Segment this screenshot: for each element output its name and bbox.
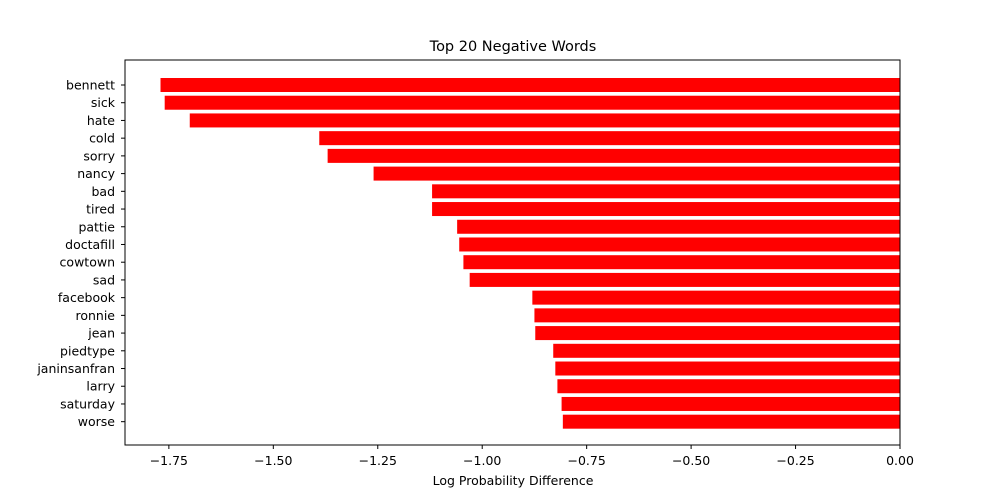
y-tick-label: pattie	[78, 219, 115, 234]
x-tick-label: −0.75	[568, 453, 606, 468]
x-tick-label: −1.25	[359, 453, 397, 468]
y-tick-label: cold	[89, 131, 115, 146]
bars-group	[160, 78, 901, 429]
y-tick-label: larry	[86, 379, 115, 394]
bar-sad	[469, 272, 900, 287]
bar-facebook	[532, 290, 900, 305]
plot-frame	[124, 59, 901, 446]
y-tick-label: hate	[87, 113, 115, 128]
x-tick-label: −1.50	[254, 453, 292, 468]
bar-ronnie	[534, 308, 900, 323]
chart-title: Top 20 Negative Words	[429, 39, 597, 55]
y-tick-label: cowtown	[60, 255, 115, 270]
bar-pattie	[457, 219, 900, 234]
y-tick-label: bennett	[66, 78, 115, 93]
bar-doctafill	[459, 237, 900, 252]
y-tick-label: sick	[91, 95, 116, 110]
bar-cowtown	[463, 255, 900, 270]
y-tick-label: doctafill	[65, 237, 115, 252]
x-axis-label: Log Probability Difference	[433, 473, 594, 488]
x-tick-label: 0.00	[886, 453, 914, 468]
y-tick-label: bad	[91, 184, 115, 199]
bar-hate	[189, 113, 900, 128]
y-tick-label: nancy	[77, 166, 115, 181]
bar-nancy	[373, 166, 900, 181]
y-tick-label: janinsanfran	[36, 361, 115, 376]
y-tick-label: sad	[93, 272, 115, 287]
y-tick-label: facebook	[58, 290, 116, 305]
y-tick-label: tired	[86, 202, 115, 217]
y-tick-label: worse	[78, 414, 116, 429]
bar-saturday	[561, 396, 900, 411]
bar-piedtype	[553, 343, 900, 358]
bar-bennett	[160, 78, 900, 92]
y-tick-label: saturday	[60, 396, 116, 411]
y-tick-label: piedtype	[60, 343, 115, 358]
x-tick-label: −1.75	[150, 453, 188, 468]
bar-worse	[562, 414, 900, 429]
y-tick-label: jean	[87, 326, 115, 341]
x-tick-label: −0.50	[672, 453, 710, 468]
bar-janinsanfran	[555, 361, 900, 376]
x-tick-label: −1.00	[463, 453, 501, 468]
y-tick-label: sorry	[83, 148, 115, 163]
bar-tired	[432, 202, 900, 217]
bar-bad	[432, 184, 900, 199]
bar-sorry	[327, 148, 900, 163]
y-tick-labels: bennett sick hate cold sorry nancy bad tired pat…	[36, 78, 125, 429]
x-tick-label: −0.25	[776, 453, 814, 468]
x-ticks: −1.75 −1.50 −1.25 −1.00 −0.75 −0.50 −0.25 0.00	[150, 445, 914, 468]
bar-sick	[164, 95, 900, 110]
bar-jean	[535, 326, 900, 341]
bar-cold	[319, 131, 901, 146]
y-tick-label: ronnie	[75, 308, 115, 323]
bar-larry	[557, 379, 900, 394]
